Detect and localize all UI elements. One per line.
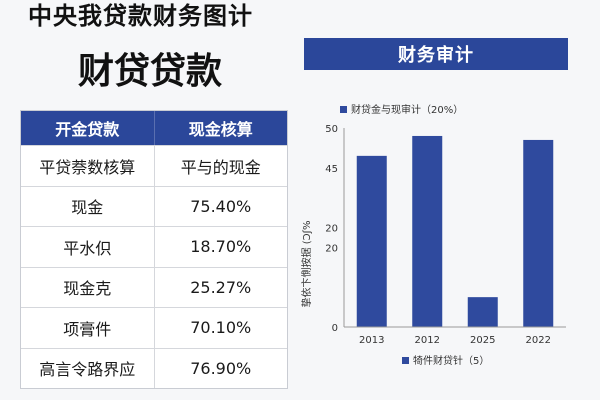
- table-cell: 76.90%: [153, 348, 288, 388]
- table-row: 项膏件 70.10%: [21, 307, 287, 348]
- x-tick-label: 2022: [526, 335, 551, 346]
- legend-label: 财贷金与现审计（20%）: [351, 103, 463, 116]
- bar: [412, 135, 443, 327]
- section-banner: 财务审计: [304, 38, 568, 70]
- y-tick-label: 20: [325, 243, 338, 254]
- y-axis-label: 挚依卞惻按据 (Ɔʃ%: [300, 221, 313, 308]
- x-tick-label: 2025: [470, 335, 495, 346]
- loan-table: 开金贷款 现金核算 平贷萘数核算 平与的现金 现金 75.40% 平水伿 18.…: [20, 110, 288, 389]
- legend-bottom: 犄件财贷针（5）: [402, 354, 489, 367]
- table-cell: 现金: [71, 198, 104, 218]
- x-tick-label: 2013: [359, 335, 384, 346]
- table-cell: 平水伿: [63, 238, 112, 258]
- table-cell: 平与的现金: [153, 146, 288, 186]
- bar: [356, 155, 387, 327]
- column-header: 现金核算: [153, 111, 288, 145]
- table-cell: 75.40%: [153, 186, 288, 226]
- table-row: 高言令路界应 76.90%: [21, 347, 288, 388]
- legend-top: 财贷金与现审计（20%）: [340, 103, 463, 116]
- table-cell: 高言令路界应: [39, 360, 136, 380]
- table-cell: 现金克: [63, 279, 112, 299]
- y-tick-label: 20: [325, 224, 338, 235]
- table-cell: 平贷萘数核算: [39, 157, 136, 177]
- table-cell: 70.10%: [153, 308, 288, 348]
- bars: [356, 135, 554, 327]
- x-tick-labels: 2013 2012 2025 2022: [359, 335, 551, 346]
- bar: [523, 139, 554, 327]
- legend-swatch: [340, 106, 347, 113]
- y-ticks: 0 20 20 45 50: [325, 124, 338, 334]
- legend-label: 犄件财贷针（5）: [413, 354, 489, 367]
- page-title: 财贷贷款: [78, 51, 223, 92]
- table-row: 现金 75.40%: [21, 185, 288, 226]
- table-cell: 项膏件: [63, 319, 112, 339]
- table-row: 平水伿 18.70%: [21, 226, 287, 267]
- x-tick-label: 2012: [415, 335, 440, 346]
- legend-swatch: [402, 357, 409, 364]
- table-row: 现金克 25.27%: [21, 266, 288, 307]
- table-cell: 18.70%: [153, 227, 288, 267]
- y-tick-label: 50: [325, 124, 338, 135]
- column-header: 开金贷款: [55, 120, 120, 139]
- bar: [467, 297, 498, 327]
- table-header: 开金贷款 现金核算: [21, 111, 287, 145]
- table-row: 平贷萘数核算 平与的现金: [21, 145, 287, 186]
- page-top-title: 中央我贷款财务图计: [28, 2, 253, 30]
- table-cell: 25.27%: [153, 267, 288, 307]
- y-tick-label: 45: [325, 164, 338, 175]
- y-tick-label: 0: [332, 323, 338, 334]
